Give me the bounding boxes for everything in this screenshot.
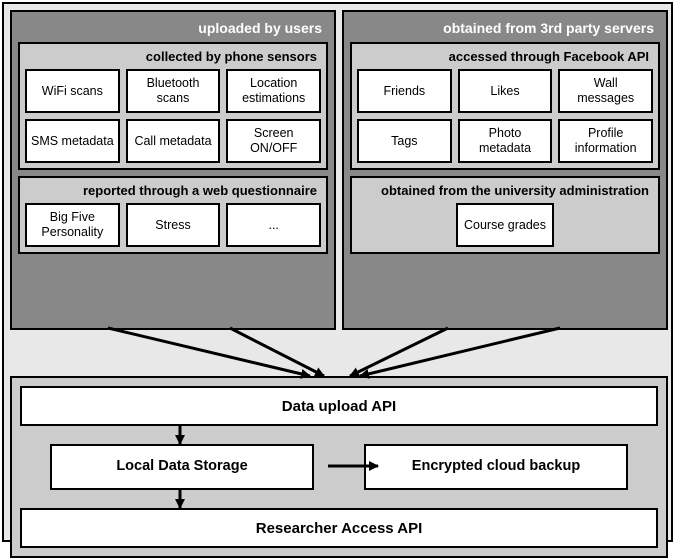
- cell-wifi: WiFi scans: [25, 69, 120, 113]
- third-party-panel: obtained from 3rd party servers accessed…: [342, 10, 668, 330]
- cell-call: Call metadata: [126, 119, 221, 163]
- pipeline-panel: Data upload API Local Data Storage Encry…: [10, 376, 668, 558]
- web-q-panel-title: reported through a web questionnaire: [25, 183, 321, 203]
- cell-tags: Tags: [357, 119, 452, 163]
- cell-grades: Course grades: [456, 203, 554, 247]
- cell-sms: SMS metadata: [25, 119, 120, 163]
- cell-bigfive: Big Five Personality: [25, 203, 120, 247]
- sensors-row-0: WiFi scans Bluetooth scans Location esti…: [25, 69, 321, 113]
- univ-row: Course grades: [357, 203, 653, 247]
- mid-row: Local Data Storage Encrypted cloud backu…: [20, 444, 658, 490]
- sensors-panel-title: collected by phone sensors: [25, 49, 321, 69]
- cell-profile: Profile information: [558, 119, 653, 163]
- sensors-panel: collected by phone sensors WiFi scans Bl…: [18, 42, 328, 170]
- cell-stress: Stress: [126, 203, 221, 247]
- cell-screen: Screen ON/OFF: [226, 119, 321, 163]
- fb-row-0: Friends Likes Wall messages: [357, 69, 653, 113]
- cell-likes: Likes: [458, 69, 553, 113]
- facebook-panel-title: accessed through Facebook API: [357, 49, 653, 69]
- third-party-title: obtained from 3rd party servers: [350, 18, 660, 42]
- univ-panel-title: obtained from the university administrat…: [357, 183, 653, 203]
- researcher-api-box: Researcher Access API: [20, 508, 658, 548]
- cell-more: ...: [226, 203, 321, 247]
- cell-friends: Friends: [357, 69, 452, 113]
- local-storage-box: Local Data Storage: [50, 444, 314, 490]
- upload-api-box: Data upload API: [20, 386, 658, 426]
- web-q-row-0: Big Five Personality Stress ...: [25, 203, 321, 247]
- cell-photo: Photo metadata: [458, 119, 553, 163]
- cell-wall: Wall messages: [558, 69, 653, 113]
- univ-panel: obtained from the university administrat…: [350, 176, 660, 254]
- diagram-outer: uploaded by users collected by phone sen…: [2, 2, 673, 542]
- top-region: uploaded by users collected by phone sen…: [10, 10, 668, 330]
- uploaded-by-users-panel: uploaded by users collected by phone sen…: [10, 10, 336, 330]
- sensors-row-1: SMS metadata Call metadata Screen ON/OFF: [25, 119, 321, 163]
- uploaded-by-users-title: uploaded by users: [18, 18, 328, 42]
- web-q-panel: reported through a web questionnaire Big…: [18, 176, 328, 254]
- facebook-panel: accessed through Facebook API Friends Li…: [350, 42, 660, 170]
- fb-row-1: Tags Photo metadata Profile information: [357, 119, 653, 163]
- cloud-backup-box: Encrypted cloud backup: [364, 444, 628, 490]
- cell-bluetooth: Bluetooth scans: [126, 69, 221, 113]
- cell-location: Location estimations: [226, 69, 321, 113]
